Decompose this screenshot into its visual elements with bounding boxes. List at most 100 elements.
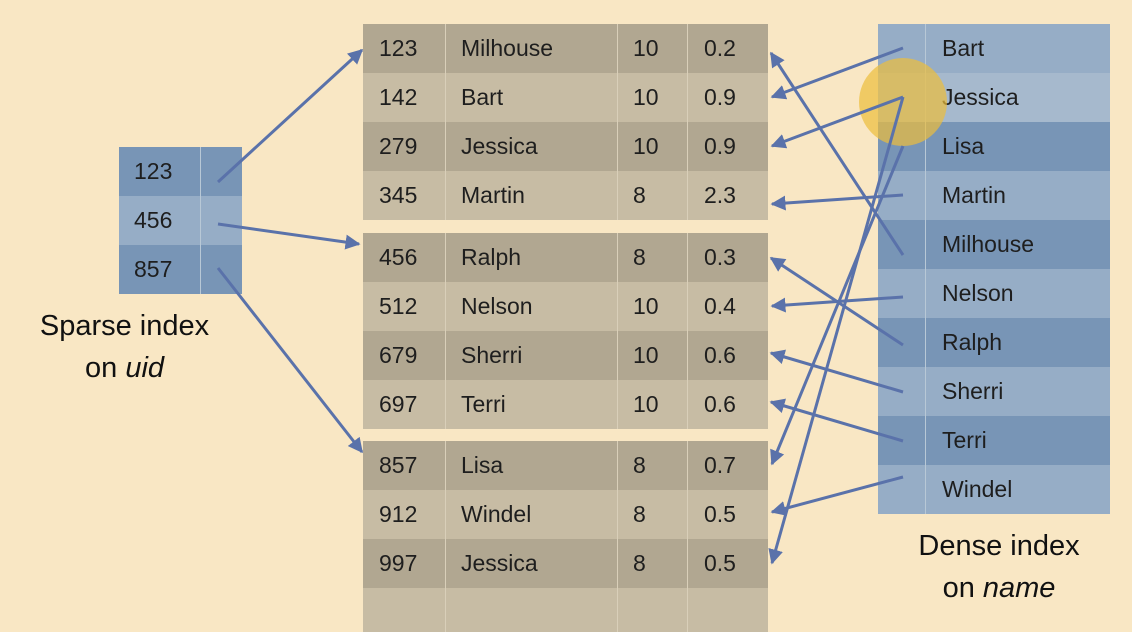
table-row: 142 Bart 10 0.9 [363, 73, 768, 122]
dense-index-key: Nelson [942, 280, 1014, 306]
dense-index-key: Terri [942, 427, 987, 453]
cell-name: Nelson [461, 293, 533, 319]
dense-index-entry: Windel [878, 465, 1110, 514]
table-row: 912 Windel 8 0.5 [363, 490, 768, 539]
cell-level: 10 [633, 84, 659, 110]
cell-score: 0.6 [704, 342, 736, 368]
dense-caption-field: name [982, 572, 1056, 604]
dense-index-key: Milhouse [942, 231, 1035, 257]
dense-arrow-lisa [770, 145, 905, 466]
dense-arrow-bart [770, 46, 904, 100]
cell-score: 0.6 [704, 391, 736, 417]
dense-arrow-milhouse [769, 51, 905, 256]
cell-level: 8 [633, 452, 646, 478]
cell-uid: 857 [379, 452, 418, 478]
table-row: 997 Jessica 8 0.5 [363, 539, 768, 588]
cell-uid: 679 [379, 342, 418, 368]
cell-score: 0.4 [704, 293, 736, 319]
dense-index-pointer [878, 24, 926, 73]
dense-index-key: Lisa [942, 133, 985, 159]
cell-name: Lisa [461, 452, 504, 478]
dense-arrow-terri [769, 398, 904, 443]
dense-index-pointer [878, 171, 926, 220]
dense-caption-on: on [942, 572, 975, 604]
table-row: 857 Lisa 8 0.7 [363, 441, 768, 490]
dense-arrow-martin [770, 193, 904, 211]
dense-index-pointer [878, 269, 926, 318]
dense-arrow-windel [770, 475, 904, 516]
sparse-arrow-456 [217, 222, 361, 250]
dense-index-entry: Martin [878, 171, 1110, 220]
data-block-3: 857 Lisa 8 0.7 912 Windel 8 0.5 997 Jess… [363, 441, 768, 632]
cell-score: 0.9 [704, 133, 736, 159]
dense-index-pointer [878, 122, 926, 171]
dense-index-pointer [878, 220, 926, 269]
cell-name: Bart [461, 84, 504, 110]
sparse-caption-field-line: on uid [22, 347, 227, 389]
dense-index-key: Martin [942, 182, 1006, 208]
table-row: 679 Sherri 10 0.6 [363, 331, 768, 380]
dense-index-entry: Nelson [878, 269, 1110, 318]
cell-uid: 912 [379, 501, 418, 527]
column-divider [617, 233, 618, 429]
cell-level: 8 [633, 244, 646, 270]
dense-index-key: Sherri [942, 378, 1004, 404]
cell-level: 10 [633, 391, 659, 417]
dense-index-entry: Bart [878, 24, 1110, 73]
cell-score: 0.2 [704, 35, 736, 61]
cell-score: 2.3 [704, 182, 736, 208]
cell-level: 10 [633, 342, 659, 368]
cell-level: 8 [633, 501, 646, 527]
sparse-index-pointer [200, 196, 242, 245]
dense-index-pointer [878, 318, 926, 367]
dense-index-pointer [878, 416, 926, 465]
sparse-index-entry: 123 [119, 147, 242, 196]
cell-score: 0.3 [704, 244, 736, 270]
dense-arrow-ralph [769, 256, 904, 347]
cell-uid: 997 [379, 550, 418, 576]
column-divider [617, 24, 618, 220]
cell-uid: 345 [379, 182, 418, 208]
sparse-caption-title: Sparse index [39, 310, 210, 342]
data-block-2: 456 Ralph 8 0.3 512 Nelson 10 0.4 679 Sh… [363, 233, 768, 429]
cell-level: 8 [633, 182, 646, 208]
dense-arrow-sherri [769, 349, 904, 394]
cell-name: Windel [461, 501, 532, 527]
column-divider [617, 441, 618, 632]
sparse-index-key: 857 [134, 256, 173, 282]
cell-score: 0.5 [704, 550, 736, 576]
column-divider [687, 24, 688, 220]
sparse-index-key: 456 [134, 207, 173, 233]
table-row-empty [363, 588, 768, 632]
dense-index-key: Bart [942, 35, 985, 61]
table-row: 512 Nelson 10 0.4 [363, 282, 768, 331]
cell-uid: 123 [379, 35, 418, 61]
cell-uid: 512 [379, 293, 418, 319]
cell-level: 10 [633, 293, 659, 319]
table-row: 697 Terri 10 0.6 [363, 380, 768, 429]
dense-caption-title: Dense index [918, 530, 1080, 562]
cell-level: 10 [633, 133, 659, 159]
sparse-index-pointer [200, 147, 242, 196]
cell-name: Jessica [461, 550, 538, 576]
column-divider [445, 441, 446, 632]
cell-name: Ralph [461, 244, 522, 270]
sparse-index-caption: Sparse index on uid [22, 305, 227, 389]
cell-name: Jessica [461, 133, 538, 159]
sparse-index-entry: 857 [119, 245, 242, 294]
cell-score: 0.9 [704, 84, 736, 110]
cell-level: 8 [633, 550, 646, 576]
cell-uid: 697 [379, 391, 418, 417]
cell-name: Martin [461, 182, 525, 208]
table-row: 456 Ralph 8 0.3 [363, 233, 768, 282]
cell-uid: 456 [379, 244, 418, 270]
table-row: 279 Jessica 10 0.9 [363, 122, 768, 171]
column-divider [445, 24, 446, 220]
dense-index-entry: Milhouse [878, 220, 1110, 269]
dense-index-entry: Ralph [878, 318, 1110, 367]
dense-index-entry: Sherri [878, 367, 1110, 416]
sparse-index-key: 123 [134, 158, 173, 184]
sparse-caption-field: uid [125, 352, 165, 384]
